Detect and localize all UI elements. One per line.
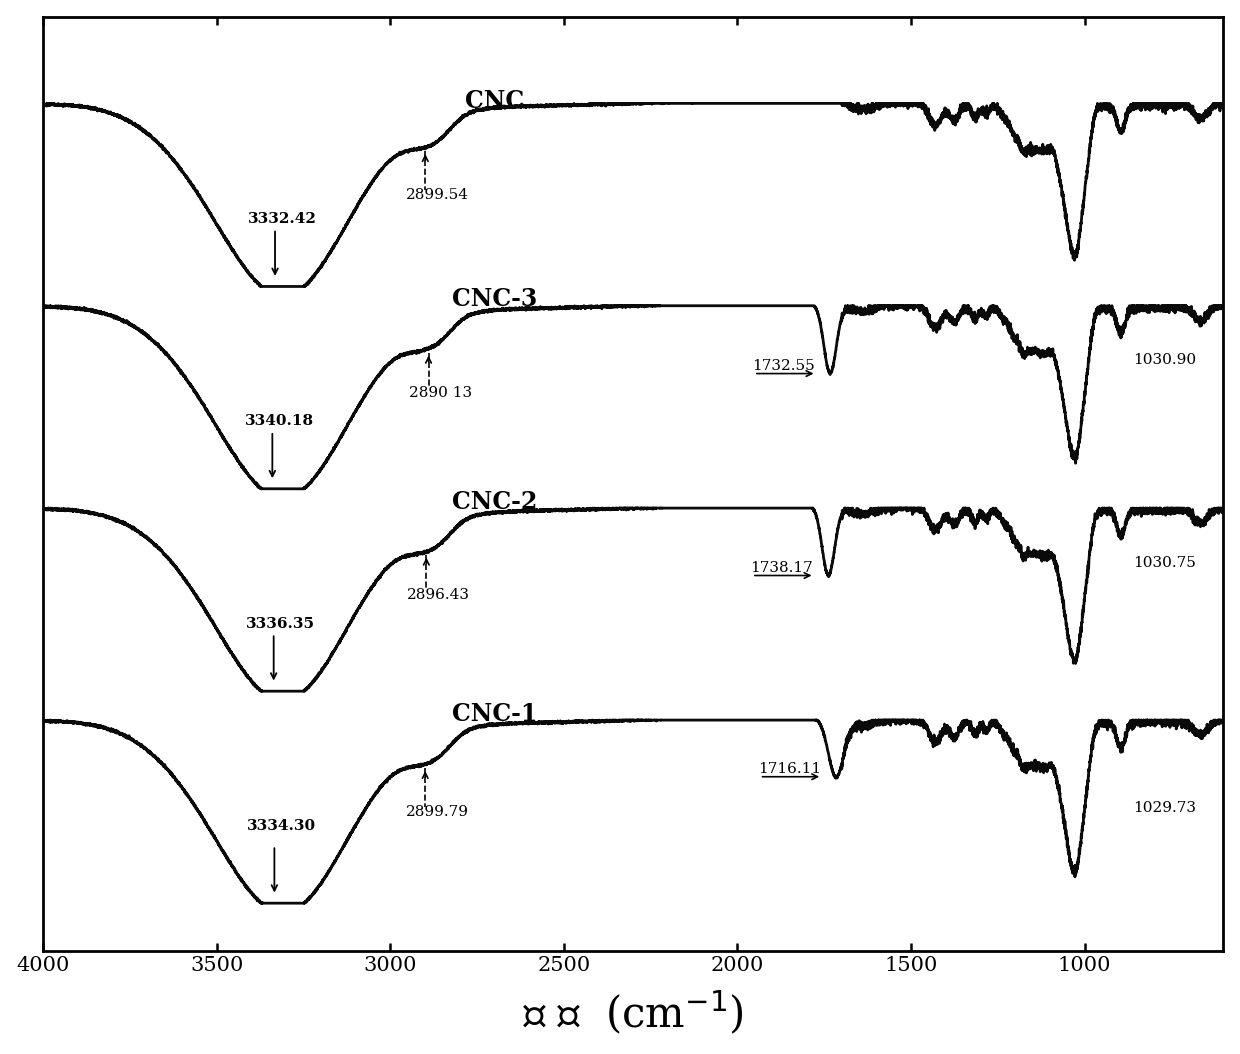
Text: 3336.35: 3336.35	[246, 617, 315, 630]
Text: 1716.11: 1716.11	[758, 762, 821, 776]
X-axis label: 波 数  (cm$^{-1}$): 波 数 (cm$^{-1}$)	[523, 989, 744, 1037]
Text: 2899.54: 2899.54	[407, 189, 469, 202]
Text: CNC: CNC	[465, 89, 525, 113]
Text: 1738.17: 1738.17	[750, 561, 813, 574]
Text: 3334.30: 3334.30	[247, 819, 316, 833]
Text: 1029.73: 1029.73	[1133, 801, 1197, 815]
Text: CNC-1: CNC-1	[451, 702, 537, 725]
Text: 2890 13: 2890 13	[409, 386, 472, 401]
Text: 1030.90: 1030.90	[1133, 353, 1197, 368]
Text: 3340.18: 3340.18	[244, 414, 314, 428]
Text: CNC-2: CNC-2	[451, 490, 537, 513]
Text: 1732.55: 1732.55	[753, 358, 815, 373]
Text: 2896.43: 2896.43	[407, 588, 470, 602]
Text: 1030.75: 1030.75	[1133, 555, 1195, 569]
Text: CNC-3: CNC-3	[451, 288, 537, 311]
Text: 2899.79: 2899.79	[405, 805, 469, 819]
Text: 3332.42: 3332.42	[248, 212, 316, 226]
